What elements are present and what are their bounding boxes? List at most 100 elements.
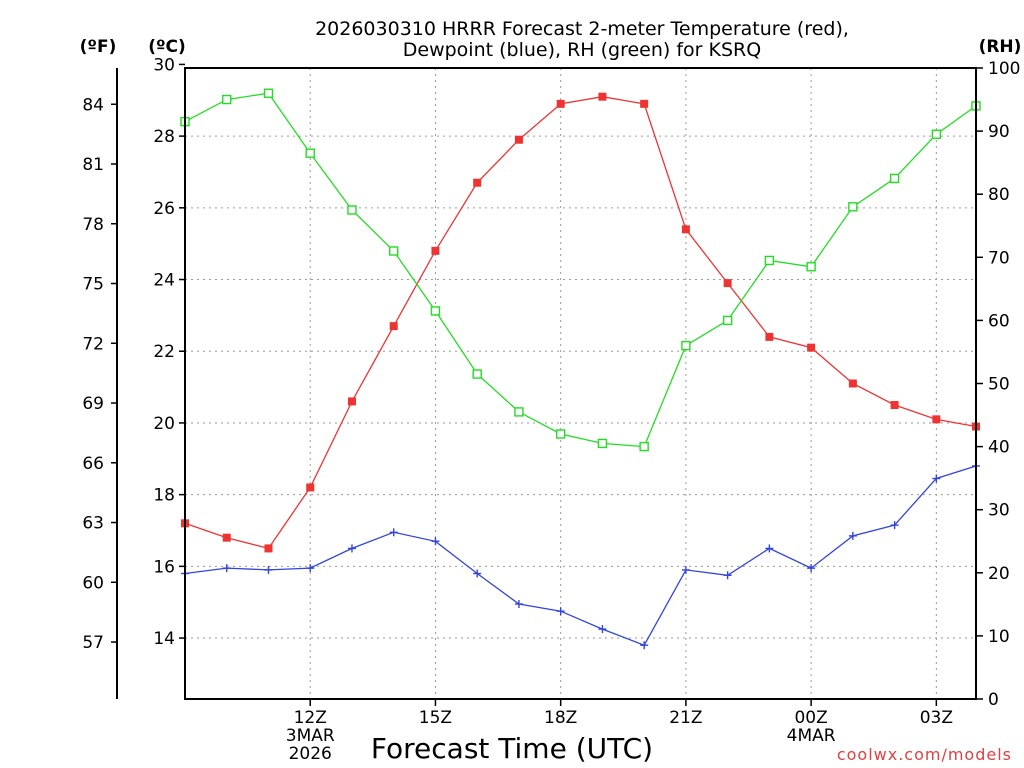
temperature-point (681, 225, 690, 234)
time-tick-label: 2026 (289, 744, 332, 764)
rh-point (889, 173, 900, 184)
rh-point (848, 202, 858, 212)
temperature-point (222, 533, 231, 542)
dewpoint-point (264, 565, 273, 574)
celsius-tick-label: 16 (153, 557, 175, 577)
rh-point (555, 429, 566, 439)
fahrenheit-tick-label: 60 (82, 573, 104, 593)
fahrenheit-tick-label: 66 (82, 454, 104, 474)
dewpoint-point (848, 531, 857, 540)
celsius-tick-label: 28 (153, 127, 175, 147)
celsius-tick-label: 14 (153, 629, 175, 649)
time-tick-label: 4MAR (787, 726, 836, 746)
celsius-tick-label: 22 (153, 342, 175, 362)
series-layer (180, 88, 981, 650)
temperature-point (473, 178, 482, 187)
time-tick-label: 15Z (419, 708, 452, 728)
dewpoint-point (347, 544, 356, 553)
dewpoint-point (306, 564, 315, 573)
dewpoint-point (222, 564, 231, 573)
rh-unit-label: (RH) (979, 37, 1022, 57)
temperature-point (848, 379, 857, 388)
dewpoint-point (723, 571, 732, 580)
series-line (184, 96, 977, 550)
celsius-unit-label: (ºC) (148, 37, 186, 57)
fahrenheit-axis: 57 60 63 66 69 72 75 78 81 84 (82, 68, 118, 699)
rh-point (681, 340, 691, 351)
temperature-point (765, 332, 774, 341)
time-tick-label: 21Z (669, 708, 702, 728)
temperature-point (598, 92, 607, 101)
rh-tick-label: 30 (988, 501, 1010, 521)
rh-point (722, 315, 733, 326)
temperature-point (556, 99, 565, 108)
fahrenheit-tick-label: 78 (82, 215, 104, 235)
rh-point (472, 369, 482, 379)
fahrenheit-tick-label: 57 (82, 633, 104, 653)
dewpoint-point (556, 607, 565, 616)
rh-point (806, 262, 816, 272)
dewpoint-point (640, 641, 649, 650)
x-axis-label: Forecast Time (UTC) (371, 732, 653, 765)
celsius-tick-label: 24 (153, 271, 175, 291)
watermark: coolwx.com/models (837, 745, 1012, 764)
rh-tick-label: 80 (988, 185, 1010, 205)
temperature-point (640, 99, 649, 108)
rh-tick-label: 100 (988, 59, 1020, 79)
fahrenheit-tick-label: 69 (82, 394, 104, 414)
celsius-tick-label: 26 (153, 199, 175, 219)
series-line (184, 92, 977, 448)
rh-point (764, 255, 775, 266)
temperature-point (723, 279, 732, 288)
time-tick-label: 3MAR (286, 726, 335, 746)
series-line (184, 465, 977, 647)
temperature-point (514, 135, 523, 144)
series-2 (180, 88, 981, 452)
rh-point (263, 88, 274, 98)
rh-axis: 0 10 20 30 40 50 60 70 80 90 100 (976, 59, 1020, 710)
rh-tick-label: 70 (988, 248, 1010, 268)
series-0 (181, 92, 980, 553)
rh-point (597, 438, 608, 449)
celsius-tick-label: 18 (153, 486, 175, 506)
temperature-point (347, 397, 356, 406)
fahrenheit-tick-label: 75 (82, 275, 104, 295)
rh-tick-label: 20 (988, 564, 1010, 584)
rh-point (931, 129, 942, 139)
dewpoint-point (598, 625, 607, 634)
rh-point (305, 148, 315, 158)
temperature-point (264, 544, 273, 553)
rh-point (639, 441, 649, 452)
celsius-tick-label: 20 (153, 414, 175, 434)
temperature-point (932, 415, 941, 424)
fahrenheit-tick-label: 84 (82, 95, 104, 115)
time-tick-label: 00Z (794, 708, 827, 728)
chart-title-line-1: 2026030310 HRRR Forecast 2-meter Tempera… (315, 18, 849, 40)
rh-tick-label: 50 (988, 375, 1010, 395)
rh-point (222, 94, 232, 105)
rh-point (389, 246, 399, 256)
rh-point (430, 306, 441, 316)
celsius-axis: 14 16 18 20 22 24 26 28 30 (153, 55, 185, 649)
temperature-point (389, 322, 398, 331)
rh-tick-label: 0 (988, 690, 999, 710)
dewpoint-point (807, 564, 816, 573)
temperature-point (890, 401, 899, 410)
time-tick-label: 18Z (544, 708, 577, 728)
temperature-point (431, 246, 440, 255)
fahrenheit-tick-label: 81 (82, 155, 104, 175)
chart-title-line-2: Dewpoint (blue), RH (green) for KSRQ (403, 39, 761, 61)
dewpoint-point (431, 537, 440, 546)
fahrenheit-unit-label: (ºF) (80, 37, 117, 57)
dewpoint-point (389, 528, 398, 537)
plot-frame (184, 67, 977, 700)
rh-tick-label: 40 (988, 438, 1010, 458)
celsius-tick-label: 30 (153, 55, 175, 75)
dewpoint-point (681, 565, 690, 574)
dewpoint-point (765, 544, 774, 553)
rh-point (514, 407, 524, 417)
dewpoint-point (890, 521, 899, 530)
rh-tick-label: 90 (988, 122, 1010, 142)
